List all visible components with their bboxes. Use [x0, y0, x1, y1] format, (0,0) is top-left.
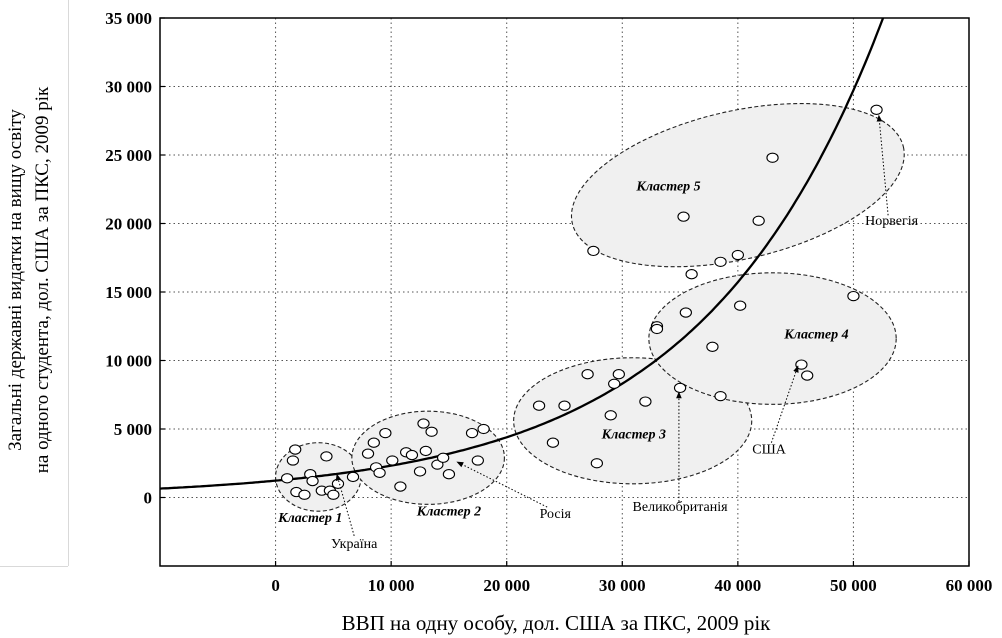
y-tick-label: 30 000 [105, 78, 152, 97]
data-point [471, 455, 484, 466]
data-point [465, 427, 479, 439]
y-tick-label: 10 000 [105, 352, 152, 371]
y-axis-label: Загальні державні видатки на вищу освіту [5, 109, 26, 451]
cluster-label: Кластер 4 [783, 328, 848, 343]
data-point [734, 300, 747, 311]
y-tick-label: 25 000 [105, 146, 152, 165]
data-point [417, 418, 430, 429]
annotations: Кластер 1 Кластер 2 Кластер 3 Кластер 4 Клас… [277, 114, 919, 552]
annotation-label: Україна [331, 537, 378, 552]
y-tick-label: 0 [144, 489, 153, 508]
data-point [436, 452, 450, 463]
annotation-leader [335, 473, 355, 536]
data-point [612, 369, 625, 380]
cluster-label: Кластер 3 [601, 428, 666, 443]
data-point [373, 467, 386, 478]
data-point [346, 471, 360, 483]
data-point [431, 459, 444, 470]
data-point [714, 390, 727, 402]
data-point [413, 466, 427, 477]
data-point [677, 211, 690, 222]
data-point [604, 410, 617, 421]
data-point [379, 427, 392, 439]
data-point [298, 489, 311, 500]
y-tick-label: 15 000 [105, 283, 152, 302]
annotation-label: Норвегія [865, 214, 918, 229]
y-tick-label: 20 000 [105, 215, 152, 234]
x-tick-label: 10 000 [368, 576, 415, 595]
data-point [706, 341, 719, 352]
data-point [425, 426, 438, 437]
x-tick-label: 40 000 [714, 576, 761, 595]
panel-divider [0, 566, 68, 567]
cluster-ellipse [648, 272, 897, 405]
cluster-ellipse [513, 357, 753, 485]
axis-ticks: 0 10 000 20 000 30 000 40 000 50 000 60 000 0 5 … [105, 9, 992, 595]
y-tick-label: 35 000 [105, 9, 152, 28]
cluster-label: Кластер 1 [277, 511, 342, 526]
annotation-leader [876, 114, 889, 216]
data-point [327, 489, 340, 500]
data-point [320, 451, 333, 462]
x-tick-label: 30 000 [599, 576, 646, 595]
data-point [714, 256, 727, 268]
x-axis-label: ВВП на одну особу, дол. США за ПКС, 2009… [342, 611, 772, 635]
data-point [442, 469, 456, 480]
annotation-label: Росія [540, 507, 572, 522]
annotation-label: США [752, 443, 786, 458]
data-point [608, 378, 621, 389]
data-point [795, 359, 808, 370]
data-point [558, 400, 571, 411]
data-point [752, 215, 765, 226]
annotation-label: Великобританія [633, 500, 729, 515]
y-axis-label: на одного студента, дол. США за ПКС, 200… [32, 86, 53, 473]
data-point [801, 370, 814, 381]
annotation-leader [456, 461, 548, 508]
data-point [361, 448, 375, 459]
panel-divider [68, 0, 69, 566]
data-point [367, 437, 380, 448]
y-tick-label: 5 000 [114, 420, 152, 439]
data-point [731, 249, 745, 261]
data-points [280, 104, 883, 500]
data-point [685, 269, 698, 280]
data-point [306, 475, 319, 487]
data-point [639, 396, 652, 407]
data-point [870, 104, 883, 115]
x-tick-label: 50 000 [830, 576, 877, 595]
annotation-leader [770, 365, 799, 443]
cluster-label: Кластер 5 [635, 180, 700, 195]
data-point [280, 473, 294, 484]
data-point [331, 478, 345, 489]
data-point [405, 449, 419, 461]
data-point [650, 323, 664, 335]
data-point [477, 423, 490, 435]
data-point [847, 290, 860, 302]
cluster-label: Кластер 2 [416, 504, 481, 519]
x-tick-label: 0 [271, 576, 280, 595]
data-point [289, 444, 302, 455]
cluster-ellipse [570, 103, 905, 268]
data-point [419, 445, 432, 457]
data-point [546, 437, 560, 448]
x-tick-label: 60 000 [946, 576, 993, 595]
x-tick-label: 20 000 [483, 576, 530, 595]
data-point [673, 382, 687, 394]
data-point [590, 458, 604, 469]
data-point [532, 400, 546, 411]
data-point [394, 481, 407, 492]
data-point [587, 245, 600, 257]
data-point [286, 455, 300, 466]
data-point [386, 455, 399, 466]
data-point [679, 307, 692, 318]
data-point [581, 369, 594, 380]
data-point [766, 152, 779, 163]
